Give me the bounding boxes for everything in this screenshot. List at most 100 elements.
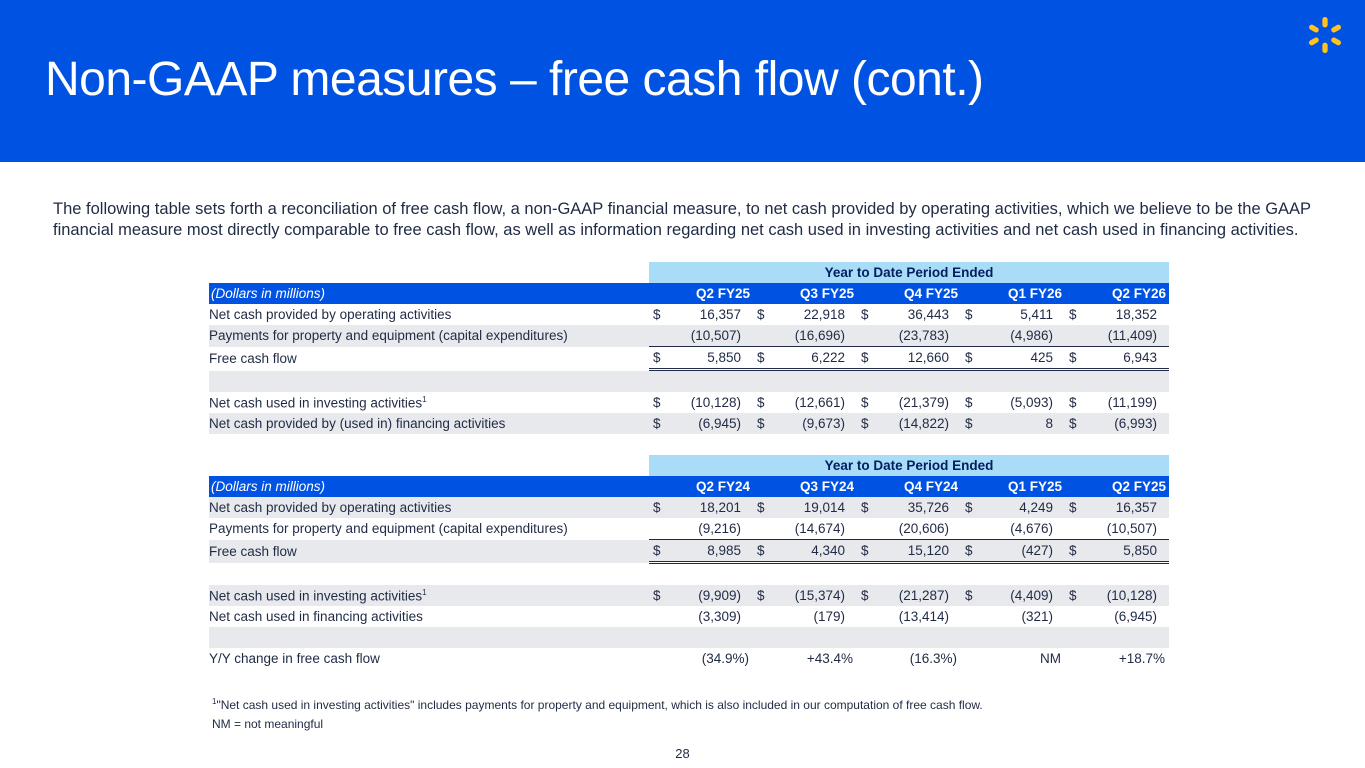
row-label: Net cash used in investing activities bbox=[209, 588, 423, 604]
period-header: Q4 FY24 bbox=[857, 476, 961, 497]
value-cell: (4,986) bbox=[1010, 328, 1053, 343]
value-cell: (4,676) bbox=[1010, 521, 1053, 536]
currency-symbol: $ bbox=[861, 543, 869, 558]
currency-symbol: $ bbox=[653, 307, 661, 322]
value-cell: (9,909) bbox=[698, 588, 741, 603]
currency-symbol: $ bbox=[861, 307, 869, 322]
row-label: Net cash used in financing activities bbox=[209, 609, 423, 624]
period-header: Q3 FY25 bbox=[753, 283, 857, 304]
value-cell: 36,443 bbox=[907, 307, 949, 322]
value-cell: (23,783) bbox=[898, 328, 949, 343]
ytd-header-row: Year to Date Period Ended bbox=[209, 455, 1170, 476]
value-cell: 16,357 bbox=[1115, 500, 1158, 515]
currency-symbol: $ bbox=[1069, 416, 1077, 431]
table-row: Net cash used in investing activities1 $… bbox=[209, 392, 1169, 413]
currency-symbol: $ bbox=[757, 543, 765, 558]
currency-symbol: $ bbox=[757, 416, 765, 431]
value-cell: 8,985 bbox=[707, 543, 741, 558]
currency-symbol: $ bbox=[965, 543, 973, 558]
currency-symbol: $ bbox=[757, 500, 765, 515]
row-label: Free cash flow bbox=[209, 539, 649, 563]
page-title: Non-GAAP measures – free cash flow (cont… bbox=[45, 53, 984, 106]
unit-label: (Dollars in millions) bbox=[209, 283, 649, 304]
period-header-row: (Dollars in millions) Q2 FY25 Q3 FY25 Q4… bbox=[209, 283, 1170, 304]
value-cell: 8 bbox=[1045, 416, 1053, 431]
ytd-label: Year to Date Period Ended bbox=[649, 262, 1170, 283]
value-cell: (9,673) bbox=[802, 416, 845, 431]
value-cell: (321) bbox=[1021, 609, 1053, 624]
value-cell: (12,661) bbox=[794, 395, 845, 410]
currency-symbol: $ bbox=[1069, 500, 1077, 515]
table-row: Net cash provided by operating activitie… bbox=[209, 497, 1170, 518]
value-cell: (14,674) bbox=[794, 521, 845, 536]
currency-symbol: $ bbox=[965, 307, 973, 322]
currency-symbol: $ bbox=[861, 395, 869, 410]
row-label: Net cash used in investing activities bbox=[209, 395, 423, 411]
footnote-marker: 1 bbox=[422, 394, 427, 404]
value-cell: (4,409) bbox=[1010, 588, 1053, 603]
value-cell: (21,287) bbox=[898, 588, 949, 603]
intro-paragraph: The following table sets forth a reconci… bbox=[53, 200, 1311, 239]
title-banner: Non-GAAP measures – free cash flow (cont… bbox=[0, 0, 1365, 162]
value-cell: (6,945) bbox=[1114, 609, 1158, 624]
period-header: Q2 FY24 bbox=[649, 476, 753, 497]
spacer-row bbox=[209, 369, 1170, 392]
footnote-1: 1"Net cash used in investing activities"… bbox=[212, 697, 983, 712]
value-cell: (179) bbox=[813, 609, 845, 624]
currency-symbol: $ bbox=[861, 500, 869, 515]
value-cell: (10,128) bbox=[690, 395, 741, 410]
value-cell: 22,918 bbox=[803, 307, 845, 322]
yoy-row: Y/Y change in free cash flow (34.9%) +43… bbox=[209, 648, 1169, 669]
currency-symbol: $ bbox=[965, 395, 973, 410]
value-cell: 4,249 bbox=[1019, 500, 1053, 515]
table-row: Payments for property and equipment (cap… bbox=[209, 325, 1170, 347]
period-header: Q2 FY26 bbox=[1065, 283, 1170, 304]
value-cell: NM bbox=[1040, 651, 1061, 666]
value-cell: (11,409) bbox=[1107, 328, 1158, 343]
currency-symbol: $ bbox=[965, 350, 973, 365]
currency-symbol: $ bbox=[1069, 395, 1077, 410]
value-cell: 5,850 bbox=[707, 350, 741, 365]
value-cell: (3,309) bbox=[698, 609, 741, 624]
footnote-marker: 1 bbox=[212, 697, 217, 706]
row-label: Y/Y change in free cash flow bbox=[209, 651, 380, 666]
period-header: Q1 FY25 bbox=[961, 476, 1065, 497]
currency-symbol: $ bbox=[965, 500, 973, 515]
value-cell: (34.9%) bbox=[701, 651, 749, 666]
value-cell: (10,128) bbox=[1106, 588, 1158, 603]
value-cell: 18,201 bbox=[699, 500, 741, 515]
value-cell: +18.7% bbox=[1118, 651, 1166, 666]
period-header: Q2 FY25 bbox=[1065, 476, 1170, 497]
value-cell: (6,945) bbox=[698, 416, 741, 431]
spacer-row bbox=[209, 627, 1170, 648]
table-row: Free cash flow $8,985 $4,340 $15,120 $ (4… bbox=[209, 539, 1170, 564]
fcf-table-fy25-fy26: Year to Date Period Ended (Dollars in mi… bbox=[209, 262, 1170, 434]
currency-symbol: $ bbox=[653, 395, 661, 410]
row-label: Free cash flow bbox=[209, 350, 297, 366]
currency-symbol: $ bbox=[757, 307, 765, 322]
value-cell: 18,352 bbox=[1115, 307, 1158, 322]
currency-symbol: $ bbox=[965, 416, 973, 431]
spacer-row bbox=[209, 563, 1169, 586]
period-header: Q4 FY25 bbox=[857, 283, 961, 304]
row-label: Net cash provided by operating activitie… bbox=[209, 307, 452, 322]
value-cell: (10,507) bbox=[1106, 521, 1158, 536]
value-cell: (20,606) bbox=[898, 521, 949, 536]
currency-symbol: $ bbox=[1069, 588, 1077, 603]
currency-symbol: $ bbox=[757, 395, 765, 410]
page-number: 28 bbox=[675, 746, 690, 761]
table-row: Free cash flow $5,850 $6,222 $12,660 $42… bbox=[209, 346, 1170, 371]
footnote-marker: 1 bbox=[422, 587, 427, 597]
currency-symbol: $ bbox=[653, 416, 661, 431]
currency-symbol: $ bbox=[1069, 543, 1077, 558]
table-row: Payments for property and equipment (cap… bbox=[209, 518, 1170, 540]
fcf-table-fy24-fy25: Year to Date Period Ended (Dollars in mi… bbox=[209, 455, 1170, 669]
row-label: Payments for property and equipment (cap… bbox=[209, 521, 568, 537]
currency-symbol: $ bbox=[757, 350, 765, 365]
value-cell: (16.3%) bbox=[909, 651, 957, 666]
value-cell: 15,120 bbox=[907, 543, 949, 558]
row-label: Net cash provided by operating activitie… bbox=[209, 497, 649, 518]
currency-symbol: $ bbox=[757, 588, 765, 603]
ytd-label: Year to Date Period Ended bbox=[649, 455, 1170, 476]
table-row: Net cash used in financing activities (3… bbox=[209, 606, 1169, 627]
